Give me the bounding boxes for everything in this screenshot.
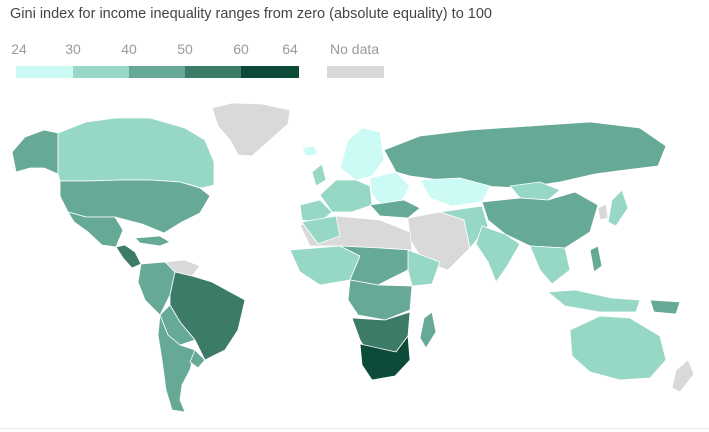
legend-swatch-30-40 bbox=[73, 66, 129, 78]
legend-tick-60: 60 bbox=[233, 41, 249, 57]
region-central-america bbox=[115, 244, 142, 269]
legend: 24 30 40 50 60 64 No data bbox=[0, 0, 709, 90]
region-caribbean bbox=[134, 235, 171, 247]
region-congo bbox=[347, 279, 413, 321]
region-philippines bbox=[589, 245, 603, 273]
region-png bbox=[649, 299, 681, 315]
region-turkey bbox=[369, 199, 421, 219]
legend-swatch-40-50 bbox=[129, 66, 185, 78]
region-western-europe bbox=[319, 179, 373, 213]
region-alaska bbox=[11, 129, 59, 175]
legend-tick-40: 40 bbox=[121, 41, 137, 57]
map-title: Gini index for income inequality ranges … bbox=[10, 6, 492, 22]
bottom-rule bbox=[0, 428, 709, 429]
region-russia bbox=[383, 121, 667, 189]
region-maghreb bbox=[301, 215, 341, 245]
region-china bbox=[481, 191, 599, 249]
region-brazil bbox=[169, 271, 246, 361]
region-southern-cone bbox=[157, 314, 196, 413]
region-indonesia bbox=[547, 289, 641, 313]
region-canada bbox=[57, 117, 215, 189]
region-mongolia bbox=[509, 181, 561, 201]
region-madagascar bbox=[419, 311, 437, 349]
legend-swatch-24-30 bbox=[16, 66, 73, 78]
region-iberia bbox=[299, 199, 333, 223]
region-andes-north bbox=[137, 261, 176, 316]
region-japan bbox=[607, 189, 629, 227]
legend-tick-24: 24 bbox=[11, 41, 27, 57]
legend-swatch-50-60 bbox=[185, 66, 241, 78]
region-mexico bbox=[67, 211, 124, 248]
world-map bbox=[11, 102, 695, 413]
region-uk bbox=[311, 163, 327, 187]
legend-no-data-swatch bbox=[327, 66, 384, 78]
region-new-zealand bbox=[671, 359, 695, 393]
legend-tick-30: 30 bbox=[65, 41, 81, 57]
region-horn bbox=[407, 249, 441, 287]
region-greenland bbox=[211, 102, 291, 157]
region-eastern-europe bbox=[369, 171, 411, 205]
region-scandinavia bbox=[339, 127, 385, 181]
region-se-asia bbox=[529, 245, 571, 285]
region-central-africa bbox=[339, 245, 413, 286]
legend-no-data-label: No data bbox=[330, 41, 380, 57]
region-south-africa bbox=[359, 335, 411, 381]
region-iceland bbox=[301, 145, 319, 157]
region-west-africa bbox=[289, 245, 361, 286]
region-uruguay bbox=[189, 349, 206, 369]
legend-swatch-60-64 bbox=[241, 66, 299, 78]
region-korea bbox=[597, 203, 609, 221]
legend-tick-64: 64 bbox=[282, 41, 298, 57]
region-australia bbox=[569, 315, 667, 381]
legend-tick-50: 50 bbox=[177, 41, 193, 57]
region-india bbox=[475, 225, 521, 283]
